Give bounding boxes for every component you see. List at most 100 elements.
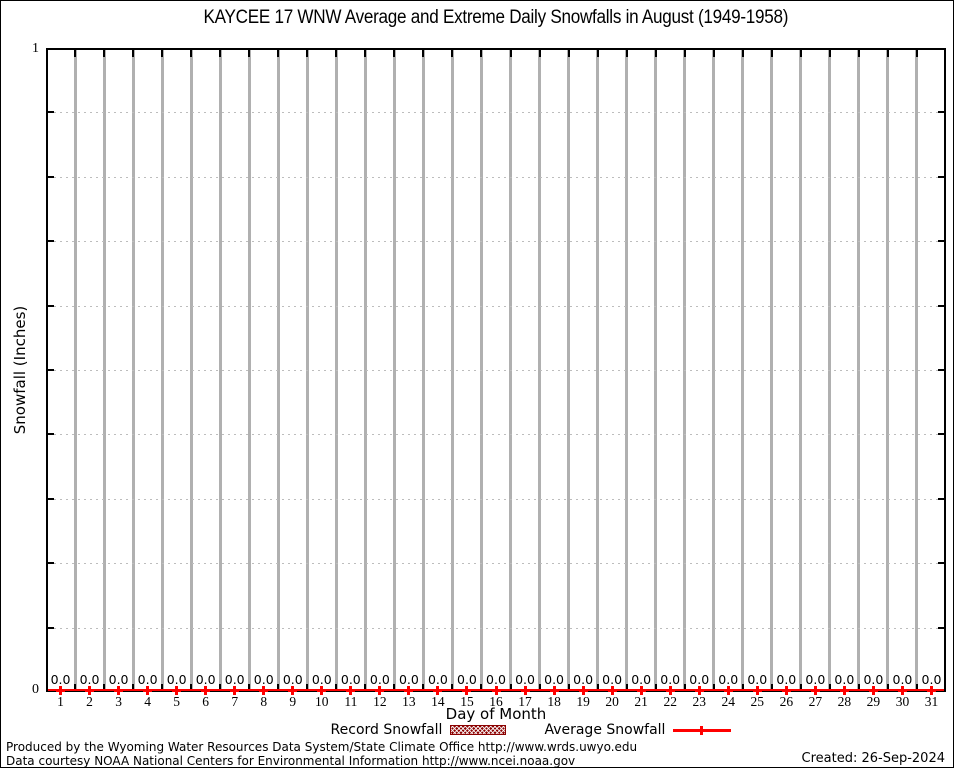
x-tick-label: 23 (692, 694, 706, 709)
y-axis-tick-label-top: 1 (32, 41, 39, 56)
y-axis-tick-label-bottom: 0 (32, 682, 39, 697)
x-tick-top (219, 50, 222, 57)
y-tick-left (48, 626, 54, 629)
average-point-marker (143, 685, 153, 695)
x-tick-label: 27 (808, 694, 823, 709)
x-tick-bottom (480, 683, 483, 690)
average-point-marker (839, 685, 849, 695)
x-tick-top (248, 50, 251, 57)
average-point-marker (230, 685, 240, 695)
point-value-label: 0.0 (834, 672, 855, 687)
average-point-marker (114, 685, 124, 695)
x-tick-label: 5 (173, 694, 181, 709)
x-tick-top (364, 50, 367, 57)
point-value-label: 0.0 (486, 672, 506, 687)
y-gridline-dotted (48, 241, 944, 243)
y-tick-left (48, 497, 54, 500)
average-point-marker (549, 685, 559, 695)
x-tick-label: 31 (924, 694, 939, 709)
legend: Record Snowfall Average Snowfall (54, 722, 953, 738)
y-gridline-dotted (48, 434, 944, 436)
point-value-label: 0.0 (108, 672, 129, 687)
x-tick-top (741, 50, 744, 57)
chart-title: KAYCEE 17 WNW Average and Extreme Daily … (46, 7, 946, 29)
y-tick-left (48, 562, 54, 565)
average-point-marker (317, 685, 327, 695)
x-tick-top (683, 50, 686, 57)
y-tick-left (48, 304, 54, 307)
x-tick-top (335, 50, 338, 57)
point-value-label: 0.0 (311, 672, 332, 687)
x-tick-bottom (451, 683, 454, 690)
x-tick-bottom (915, 683, 918, 690)
x-tick-top (596, 50, 599, 57)
x-tick-top (828, 50, 831, 57)
x-tick-label: 28 (837, 694, 852, 709)
point-value-label: 0.0 (195, 672, 216, 687)
y-gridline-dotted (48, 627, 944, 629)
average-point-marker (636, 685, 646, 695)
x-tick-label: 16 (489, 694, 503, 709)
x-tick-bottom (538, 683, 541, 690)
x-tick-label: 21 (634, 694, 648, 709)
x-tick-top (567, 50, 570, 57)
x-tick-label: 29 (866, 694, 881, 709)
average-point-marker (346, 685, 356, 695)
footer-created-date: Created: 26-Sep-2024 (801, 751, 945, 766)
y-gridline-dotted (48, 305, 944, 307)
point-value-label: 0.0 (631, 672, 652, 687)
x-tick-bottom (248, 683, 251, 690)
point-value-label: 0.0 (747, 672, 768, 687)
average-point-marker (723, 685, 733, 695)
x-tick-top (509, 50, 512, 57)
point-value-label: 0.0 (253, 672, 274, 687)
footer-produced-by: Produced by the Wyoming Water Resources … (6, 740, 638, 754)
x-tick-label: 7 (231, 694, 239, 709)
y-axis-title: Snowfall (Inches) (11, 305, 29, 435)
x-tick-bottom (306, 683, 309, 690)
x-tick-bottom (828, 683, 831, 690)
x-tick-bottom (393, 683, 396, 690)
x-tick-top (451, 50, 454, 57)
average-point-marker (694, 685, 704, 695)
point-value-label: 0.0 (863, 672, 884, 687)
x-tick-bottom (219, 683, 222, 690)
average-point-marker (752, 685, 762, 695)
chart-title-text: KAYCEE 17 WNW Average and Extreme Daily … (203, 7, 789, 28)
point-value-label: 0.0 (137, 672, 158, 687)
x-tick-bottom (364, 683, 367, 690)
x-tick-label: 14 (431, 694, 445, 709)
x-tick-label: 12 (373, 694, 387, 709)
x-tick-top (654, 50, 657, 57)
plot-area: 0.0 1 0.0 2 0.0 3 0.0 4 0.0 5 0.0 6 0.0 7 0.0 8 0.0 9 0.0 1… (46, 48, 946, 709)
x-tick-top (625, 50, 628, 57)
y-tick-right (938, 304, 944, 307)
x-tick-top (770, 50, 773, 57)
average-point-marker (607, 685, 617, 695)
x-tick-top (161, 50, 164, 57)
y-gridline-dotted (48, 112, 944, 114)
average-point-marker (56, 685, 66, 695)
x-tick-bottom (335, 683, 338, 690)
average-point-marker (85, 685, 95, 695)
x-tick-bottom (74, 683, 77, 690)
x-tick-top (538, 50, 541, 57)
x-tick-top (132, 50, 135, 57)
x-tick-bottom (654, 683, 657, 690)
average-point-marker (288, 685, 298, 695)
average-point-marker (665, 685, 675, 695)
x-tick-bottom (741, 683, 744, 690)
point-value-label: 0.0 (776, 672, 797, 687)
point-value-label: 0.0 (398, 672, 419, 687)
x-tick-bottom (596, 683, 599, 690)
x-tick-label: 4 (144, 694, 151, 709)
average-point-marker (897, 685, 907, 695)
x-tick-label: 10 (315, 694, 329, 709)
point-value-label: 0.0 (921, 672, 942, 687)
y-tick-right (938, 626, 944, 629)
average-point-marker (868, 685, 878, 695)
average-point-marker (781, 685, 791, 695)
average-point-marker (462, 685, 472, 695)
y-tick-left (48, 111, 54, 114)
footer-data-courtesy: Data courtesy NOAA National Centers for … (6, 754, 576, 768)
